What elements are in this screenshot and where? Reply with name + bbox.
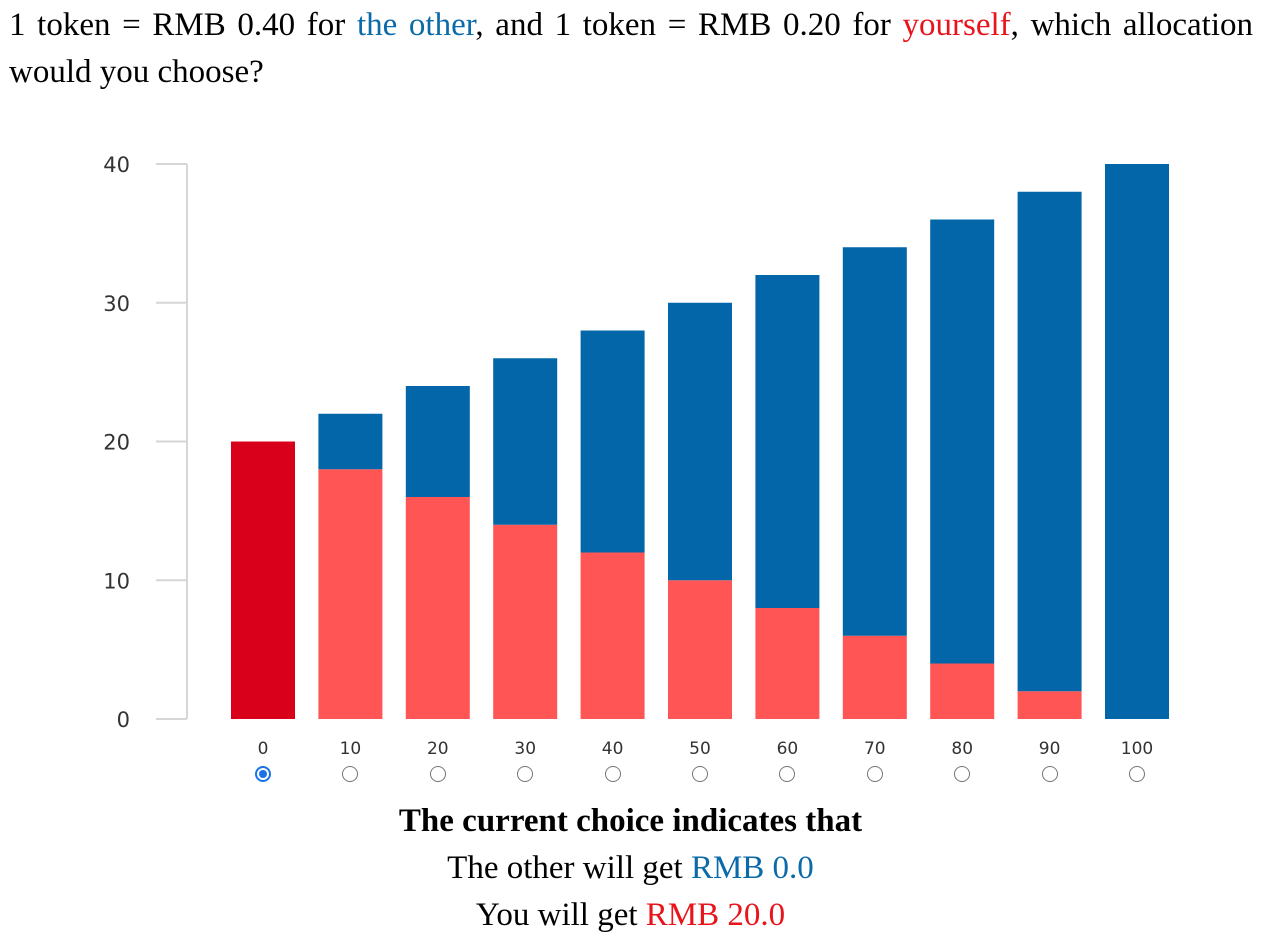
category-label-100: 100 — [1121, 739, 1153, 759]
radio-option-40[interactable] — [604, 766, 621, 782]
radio-option-30[interactable] — [517, 766, 534, 782]
question-part2: , and 1 token = RMB 0.20 for — [475, 7, 903, 43]
bar-self-80 — [930, 663, 995, 719]
bar-self-40 — [580, 552, 645, 719]
y-tick-label: 30 — [103, 292, 130, 316]
bar-self-10 — [318, 469, 383, 719]
radio-option-10[interactable] — [342, 766, 359, 782]
bar-other-60 — [755, 275, 820, 608]
category-label-20: 20 — [427, 739, 449, 759]
summary-self-prefix: You will get — [475, 897, 646, 933]
y-tick-label: 40 — [103, 153, 130, 177]
radio-option-90[interactable] — [1041, 766, 1058, 782]
radio-option-80[interactable] — [954, 766, 971, 782]
summary-other-line: The other will get RMB 0.0 — [0, 845, 1261, 892]
radio-option-50[interactable] — [692, 766, 708, 782]
radio-option-0[interactable] — [255, 766, 271, 782]
bar-self-60 — [755, 608, 820, 719]
y-tick-label: 0 — [117, 708, 130, 732]
summary-headline: The current choice indicates that — [398, 803, 863, 839]
radio-option-100[interactable] — [1129, 766, 1145, 782]
bar-other-10 — [318, 413, 383, 470]
category-label-50: 50 — [689, 739, 711, 759]
summary-other-prefix: The other will get — [447, 850, 691, 886]
choice-summary: The current choice indicates that The ot… — [0, 798, 1261, 939]
question-other-label: the other — [356, 7, 476, 43]
allocation-radio-group — [0, 764, 1261, 788]
bar-other-20 — [405, 386, 470, 497]
bar-other-100 — [1105, 164, 1169, 719]
category-label-10: 10 — [340, 739, 362, 759]
bar-other-40 — [580, 330, 645, 553]
bar-other-90 — [1017, 191, 1082, 692]
question-part3: , which allocation would you choose? — [9, 7, 1253, 90]
radio-option-70[interactable] — [866, 766, 883, 782]
bar-self-50 — [668, 580, 732, 719]
bar-self-20 — [405, 497, 470, 719]
question-part1: 1 token = RMB 0.40 for — [9, 7, 357, 43]
category-label-0: 0 — [258, 739, 269, 759]
bar-self-90 — [1017, 691, 1082, 719]
category-label-40: 40 — [602, 739, 624, 759]
summary-self-amount: RMB 20.0 — [645, 897, 786, 933]
question-self-label: yourself — [902, 7, 1011, 43]
allocation-chart: 0 10 20 30 40 0 10 20 30 40 50 60 70 80 90 100 — [103, 153, 1169, 759]
summary-self-line: You will get RMB 20.0 — [0, 892, 1261, 939]
bar-other-70 — [842, 247, 907, 636]
radio-option-20[interactable] — [429, 766, 446, 782]
category-label-60: 60 — [777, 739, 799, 759]
summary-other-amount: RMB 0.0 — [690, 850, 814, 886]
category-label-90: 90 — [1039, 739, 1061, 759]
radio-option-60[interactable] — [779, 766, 796, 782]
bar-self-70 — [842, 635, 907, 719]
bar-self-30 — [493, 524, 558, 719]
bar-other-30 — [493, 358, 558, 525]
category-label-30: 30 — [514, 739, 536, 759]
bar-other-50 — [668, 302, 732, 581]
bar-self-0 — [231, 441, 295, 719]
question-text: 1 token = RMB 0.40 for the other, and 1 … — [9, 2, 1253, 96]
category-label-70: 70 — [864, 739, 886, 759]
y-tick-label: 20 — [103, 431, 130, 455]
y-tick-label: 10 — [103, 569, 130, 593]
category-label-80: 80 — [951, 739, 973, 759]
bar-other-80 — [930, 219, 995, 664]
